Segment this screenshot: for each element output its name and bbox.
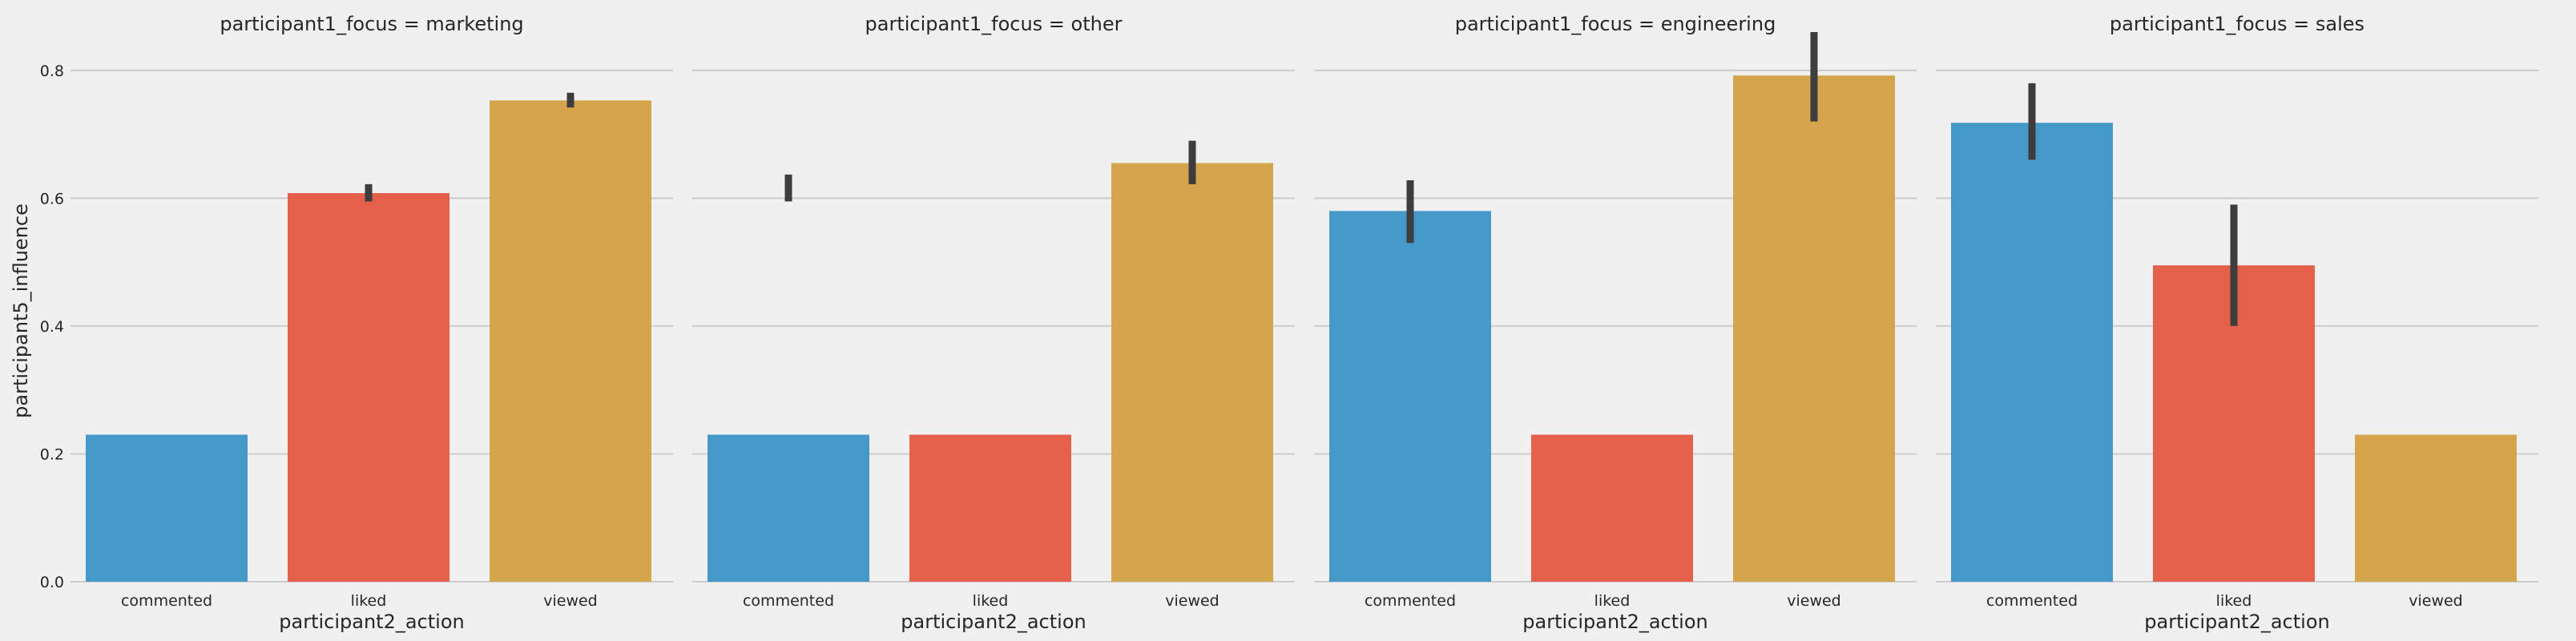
x-tick-label: commented (743, 592, 834, 610)
x-axis-label: participant2_action (1522, 611, 1707, 633)
x-tick-label: liked (1594, 592, 1631, 610)
x-tick-label: viewed (1787, 592, 1841, 610)
x-tick-label: viewed (2409, 592, 2463, 610)
facet-panel: participant1_focus = other commented liked… (692, 13, 1295, 633)
bar (909, 434, 1071, 582)
x-tick-label: viewed (1165, 592, 1219, 610)
x-tick-label: liked (2216, 592, 2252, 610)
facet-panel: participant1_focus = sales commented liked… (1936, 13, 2538, 633)
facet-title: participant1_focus = marketing (220, 13, 523, 35)
x-axis-label: participant2_action (2144, 611, 2329, 633)
bar (86, 434, 248, 582)
facet-title: participant1_focus = engineering (1455, 13, 1776, 35)
x-tick-label: commented (121, 592, 212, 610)
bar (1733, 75, 1895, 582)
facet-title: participant1_focus = sales (2110, 13, 2364, 35)
x-tick-label: viewed (543, 592, 598, 610)
bar (490, 100, 651, 582)
facet-panel: participant1_focus = engineering commente… (1314, 13, 1917, 633)
y-tick-label: 0.8 (40, 62, 64, 80)
facet-panel: 0.0 0.2 0.4 0.6 0.8 participant1_focus = mark… (40, 13, 673, 633)
bar (1951, 123, 2113, 582)
x-axis-label: participant2_action (279, 611, 464, 633)
y-tick-label: 0.6 (40, 190, 64, 208)
x-tick-label: liked (973, 592, 1009, 610)
x-axis-label: participant2_action (901, 611, 1086, 633)
facets: 0.0 0.2 0.4 0.6 0.8 participant1_focus = mark… (40, 13, 2538, 633)
bar (288, 193, 449, 582)
bar (707, 434, 869, 582)
bar (2355, 434, 2517, 582)
y-tick-label: 0.0 (40, 574, 64, 591)
y-axis-label: participant5_influence (10, 204, 32, 418)
y-tick-label: 0.2 (40, 445, 64, 463)
x-tick-label: liked (351, 592, 387, 610)
x-tick-label: commented (1986, 592, 2078, 610)
bar (1329, 211, 1491, 582)
x-tick-label: commented (1365, 592, 1456, 610)
facet-title: participant1_focus = other (865, 13, 1123, 35)
bar (1531, 434, 1693, 582)
bar (1111, 163, 1273, 582)
y-tick-label: 0.4 (40, 318, 64, 336)
